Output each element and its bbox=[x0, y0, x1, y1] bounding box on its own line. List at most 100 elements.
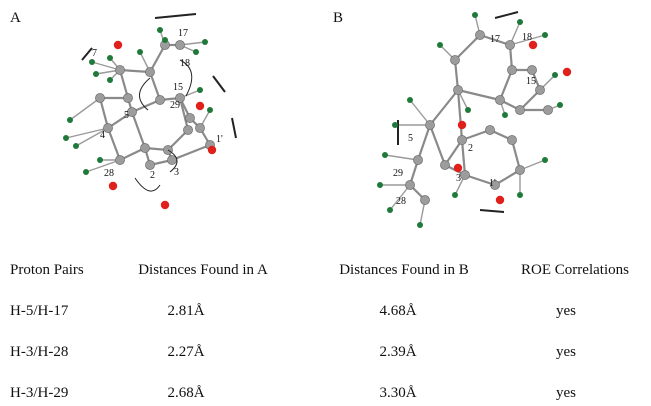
hydrogen-atom bbox=[517, 19, 523, 25]
hash-mark bbox=[82, 48, 92, 60]
table-header: Proton Pairs bbox=[10, 262, 84, 278]
hydrogen-atom bbox=[452, 192, 458, 198]
bond bbox=[70, 98, 100, 120]
panel-label: A bbox=[10, 10, 21, 26]
hydrogen-atom bbox=[63, 135, 69, 141]
hydrogen-atom bbox=[552, 72, 558, 78]
atom-label: 18 bbox=[180, 58, 190, 69]
atom-label: 29 bbox=[393, 168, 403, 179]
hash-mark bbox=[480, 210, 504, 212]
atom-label: 2 bbox=[468, 143, 473, 154]
hash-mark bbox=[232, 118, 236, 138]
figure: A B 17 7 18 15 5 29 4 1' 28 2 3 17 18 15… bbox=[0, 0, 651, 406]
oxygen-atom bbox=[458, 121, 466, 129]
carbon-atom bbox=[115, 65, 124, 74]
oxygen-atom bbox=[196, 102, 204, 110]
panel-label: B bbox=[333, 10, 343, 26]
carbon-atom bbox=[450, 55, 459, 64]
hydrogen-atom bbox=[407, 97, 413, 103]
table-cell: yes bbox=[556, 344, 576, 360]
hydrogen-atom bbox=[207, 107, 213, 113]
bond bbox=[132, 112, 145, 148]
hydrogen-atom bbox=[517, 192, 523, 198]
carbon-atom bbox=[505, 40, 514, 49]
hydrogen-atom bbox=[89, 59, 95, 65]
carbon-atom bbox=[155, 95, 164, 104]
carbon-atom bbox=[425, 120, 434, 129]
carbon-atom bbox=[485, 125, 494, 134]
oxygen-atom bbox=[161, 201, 169, 209]
hydrogen-atom bbox=[382, 152, 388, 158]
hydrogen-atom bbox=[137, 49, 143, 55]
bond bbox=[430, 125, 445, 165]
carbon-atom bbox=[507, 65, 516, 74]
bond bbox=[418, 125, 430, 160]
carbon-atom bbox=[145, 67, 154, 76]
atom-label: 28 bbox=[104, 168, 114, 179]
atom-label: 15 bbox=[173, 82, 183, 93]
bond bbox=[86, 160, 120, 172]
carbon-atom bbox=[405, 180, 414, 189]
hash-mark bbox=[495, 12, 518, 18]
table-cell: 3.30Å bbox=[379, 385, 416, 401]
carbon-atom bbox=[145, 160, 154, 169]
table-cell: H-3/H-29 bbox=[10, 385, 68, 401]
hydrogen-atom bbox=[392, 122, 398, 128]
hydrogen-atom bbox=[97, 157, 103, 163]
hydrogen-atom bbox=[193, 49, 199, 55]
table-header: Distances Found in B bbox=[339, 262, 469, 278]
hydrogen-atom bbox=[542, 157, 548, 163]
table-cell: yes bbox=[556, 385, 576, 401]
carbon-atom bbox=[535, 85, 544, 94]
carbon-atom bbox=[453, 85, 462, 94]
hydrogen-atom bbox=[387, 207, 393, 213]
oxygen-atom bbox=[496, 196, 504, 204]
bond bbox=[462, 140, 465, 175]
oxygen-atom bbox=[109, 182, 117, 190]
hydrogen-atom bbox=[93, 71, 99, 77]
hydrogen-atom bbox=[502, 112, 508, 118]
atom-label: 18 bbox=[522, 32, 532, 43]
carbon-atom bbox=[175, 40, 184, 49]
bond bbox=[385, 155, 418, 160]
carbon-atom bbox=[185, 113, 194, 122]
bond bbox=[430, 90, 458, 125]
table-header: ROE Correlations bbox=[521, 262, 629, 278]
atom-label: 1' bbox=[216, 134, 223, 145]
bond bbox=[108, 128, 120, 160]
oxygen-atom bbox=[563, 68, 571, 76]
carbon-atom bbox=[183, 125, 192, 134]
atom-label: 3 bbox=[456, 173, 461, 184]
atom-label: 5 bbox=[124, 110, 129, 121]
hydrogen-atom bbox=[107, 55, 113, 61]
carbon-atom bbox=[515, 165, 524, 174]
hydrogen-atom bbox=[465, 107, 471, 113]
carbon-atom bbox=[440, 160, 449, 169]
atom-label: 5 bbox=[408, 133, 413, 144]
carbon-atom bbox=[413, 155, 422, 164]
bond bbox=[455, 35, 480, 60]
carbon-atom bbox=[457, 135, 466, 144]
table-cell: H-3/H-28 bbox=[10, 344, 68, 360]
table-cell: 4.68Å bbox=[379, 303, 416, 319]
table-header: Distances Found in A bbox=[138, 262, 268, 278]
hydrogen-atom bbox=[557, 102, 563, 108]
table-cell: 2.39Å bbox=[379, 344, 416, 360]
hydrogen-atom bbox=[83, 169, 89, 175]
bond bbox=[458, 90, 500, 100]
carbon-atom bbox=[507, 135, 516, 144]
atom-label: 15 bbox=[526, 76, 536, 87]
hash-mark bbox=[155, 14, 196, 18]
atom-label: 17 bbox=[490, 34, 500, 45]
carbon-atom bbox=[527, 65, 536, 74]
roe-arrow bbox=[135, 178, 160, 191]
table-cell: H-5/H-17 bbox=[10, 303, 69, 319]
carbon-atom bbox=[460, 170, 469, 179]
hydrogen-atom bbox=[73, 143, 79, 149]
hydrogen-atom bbox=[202, 39, 208, 45]
carbon-atom bbox=[495, 95, 504, 104]
hydrogen-atom bbox=[542, 32, 548, 38]
page: A B 17 7 18 15 5 29 4 1' 28 2 3 17 18 15… bbox=[0, 0, 651, 406]
hydrogen-atom bbox=[377, 182, 383, 188]
hydrogen-atom bbox=[157, 27, 163, 33]
